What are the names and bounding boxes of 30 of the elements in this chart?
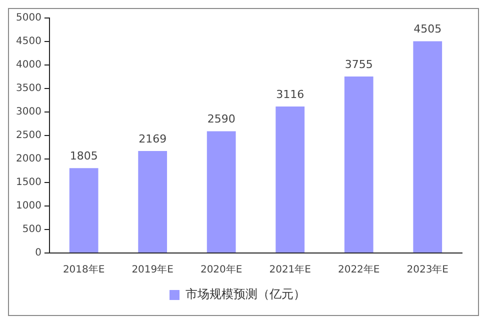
x-tick-label: 2021年E (269, 264, 311, 276)
x-tick-label: 2022年E (338, 264, 380, 276)
bar (344, 76, 374, 252)
data-label: 1805 (70, 150, 98, 163)
y-tick-label: 2000 (16, 154, 42, 165)
y-tick-label: 4000 (16, 60, 42, 71)
y-tick-label: 0 (35, 248, 42, 259)
x-tick-label: 2019年E (132, 264, 174, 276)
y-tick-label: 1500 (16, 177, 42, 188)
y-tick-label: 5000 (16, 12, 42, 24)
x-tick-label: 2018年E (62, 264, 105, 276)
y-tick-label: 3500 (16, 83, 42, 94)
y-tick-label: 500 (22, 224, 42, 236)
y-tick-label: 2500 (16, 130, 42, 142)
x-tick-label: 2023年E (406, 264, 449, 276)
data-label: 4505 (414, 22, 442, 36)
bar (138, 151, 168, 252)
bar (413, 41, 442, 252)
bar (206, 131, 236, 252)
y-tick-label: 3000 (16, 106, 42, 118)
legend-label: 市场规模预测（亿元） (186, 287, 306, 302)
bar (276, 106, 305, 252)
bar (69, 168, 98, 252)
x-tick-label: 2020年E (200, 264, 242, 276)
data-label: 2590 (207, 112, 236, 126)
data-label: 2169 (138, 132, 167, 146)
y-tick-label: 4500 (16, 36, 42, 48)
y-tick-label: 1000 (16, 200, 42, 212)
data-label: 3755 (344, 58, 373, 71)
data-label: 3116 (276, 88, 304, 101)
